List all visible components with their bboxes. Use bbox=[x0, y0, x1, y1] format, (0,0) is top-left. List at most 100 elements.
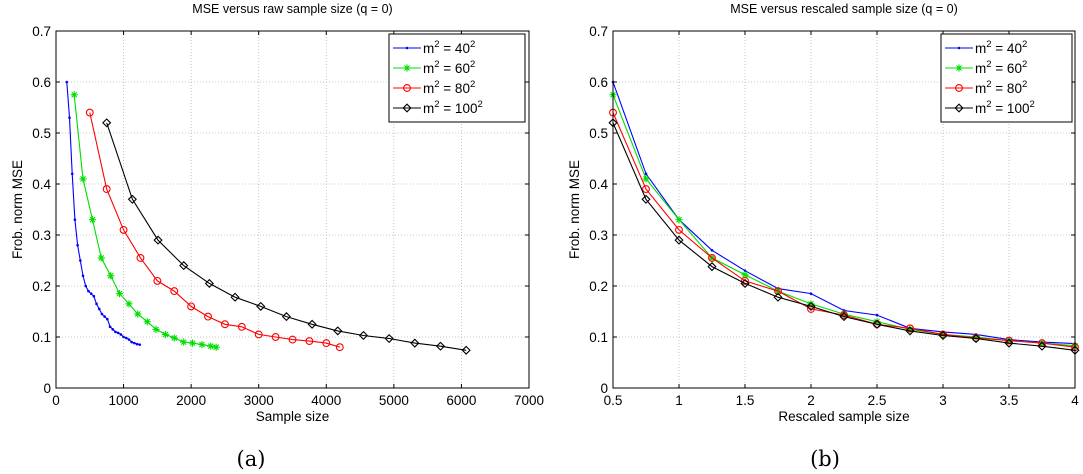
x-tick-label: 0 bbox=[52, 393, 60, 408]
data-point bbox=[122, 335, 125, 339]
data-point bbox=[198, 341, 206, 349]
series-line bbox=[66, 81, 140, 346]
x-tick-label: 2.5 bbox=[868, 393, 887, 408]
data-point bbox=[872, 319, 882, 329]
data-point bbox=[138, 343, 142, 346]
data-point bbox=[839, 312, 849, 322]
legend-marker bbox=[954, 103, 964, 113]
data-point bbox=[119, 333, 123, 336]
data-point bbox=[107, 272, 115, 280]
grid bbox=[613, 31, 1075, 388]
axes-box bbox=[55, 30, 530, 389]
data-point bbox=[641, 194, 651, 204]
legend-marker bbox=[403, 84, 411, 92]
x-tick-label: 2 bbox=[807, 393, 815, 408]
legend-box bbox=[388, 33, 526, 123]
figure-caption: (b) bbox=[810, 447, 840, 471]
data-point bbox=[76, 243, 79, 247]
legend-entry: m2 = 802 bbox=[393, 79, 475, 96]
x-axis-label: Rescaled sample size bbox=[778, 409, 909, 424]
data-point bbox=[644, 172, 648, 176]
data-point bbox=[79, 259, 82, 262]
data-point bbox=[335, 343, 344, 352]
data-point bbox=[179, 261, 189, 271]
data-point bbox=[68, 116, 71, 119]
x-tick-label: 4000 bbox=[311, 393, 341, 408]
data-point bbox=[143, 318, 151, 326]
data-point bbox=[708, 254, 716, 262]
data-point bbox=[230, 292, 240, 302]
data-point bbox=[108, 325, 112, 329]
legend-marker bbox=[955, 64, 963, 72]
data-point bbox=[106, 317, 109, 321]
data-point bbox=[152, 325, 160, 333]
chart-title: MSE versus raw sample size (q = 0) bbox=[192, 2, 392, 16]
data-point bbox=[707, 262, 717, 272]
legend-marker bbox=[955, 84, 963, 92]
y-tick-label: 0.2 bbox=[32, 279, 51, 294]
data-point bbox=[740, 278, 750, 289]
data-point bbox=[741, 276, 749, 285]
data-point bbox=[675, 225, 683, 234]
data-point bbox=[642, 175, 650, 183]
legend-label: m2 = 602 bbox=[423, 59, 475, 76]
series-2 bbox=[70, 91, 220, 351]
data-point bbox=[111, 328, 115, 331]
legend-entry: m2 = 1002 bbox=[945, 99, 1035, 116]
data-point bbox=[97, 254, 105, 262]
data-point bbox=[435, 341, 446, 351]
data-point bbox=[938, 330, 948, 341]
data-point bbox=[773, 292, 783, 302]
data-point bbox=[88, 216, 97, 224]
legend-marker bbox=[405, 46, 409, 50]
data-point bbox=[204, 278, 214, 289]
data-point bbox=[133, 341, 136, 345]
legend-label: m2 = 1002 bbox=[975, 99, 1035, 116]
data-point bbox=[119, 225, 128, 234]
x-tick-label: 7000 bbox=[514, 393, 544, 408]
chart-panel-a: 0 1000 2000 3000 4000 5000 6000 7000 0 0.1 0.2 0.3 0… bbox=[10, 2, 544, 471]
legend-label: m2 = 802 bbox=[423, 79, 475, 96]
data-point bbox=[170, 334, 178, 342]
figure-caption: (a) bbox=[237, 447, 266, 471]
y-tick-label: 0.4 bbox=[589, 177, 608, 192]
data-point bbox=[97, 307, 101, 311]
legend-entry: m2 = 602 bbox=[393, 59, 475, 76]
data-point bbox=[1005, 336, 1013, 345]
data-point bbox=[135, 342, 139, 346]
series-line bbox=[106, 122, 467, 351]
series-line bbox=[612, 112, 1076, 348]
y-tick-label: 0.2 bbox=[589, 279, 608, 294]
axes-box bbox=[612, 30, 1076, 389]
data-point bbox=[207, 342, 215, 350]
data-point bbox=[73, 218, 77, 221]
data-point bbox=[102, 118, 112, 128]
legend-label: m2 = 402 bbox=[975, 39, 1027, 56]
data-point bbox=[127, 338, 131, 341]
legend-label: m2 = 602 bbox=[975, 59, 1027, 76]
legend: m2 = 402 m2 = 602 m2 = 802 m2 = 1002 bbox=[388, 33, 526, 123]
chart-panel-b: 0.5 1 1.5 2 2.5 3 3.5 4 0 0.1 0.2 0.3 0.4 0.5 0.6 0.7 MS… bbox=[567, 2, 1080, 471]
data-point bbox=[100, 312, 104, 316]
data-point bbox=[333, 326, 343, 336]
y-tick-label: 0.3 bbox=[32, 228, 51, 243]
data-point bbox=[170, 287, 179, 296]
data-point bbox=[115, 290, 124, 298]
data-point bbox=[180, 338, 188, 346]
data-point bbox=[675, 216, 683, 224]
x-tick-label: 3 bbox=[939, 393, 947, 408]
legend-label: m2 = 1002 bbox=[423, 99, 483, 116]
data-point bbox=[358, 330, 369, 341]
legend-marker bbox=[402, 103, 412, 113]
series-line bbox=[89, 112, 340, 348]
x-tick-label: 3.5 bbox=[1000, 393, 1019, 408]
data-point bbox=[127, 194, 137, 204]
data-point bbox=[237, 322, 246, 331]
data-point bbox=[461, 345, 471, 355]
data-point bbox=[130, 340, 133, 344]
data-point bbox=[87, 289, 90, 293]
data-point bbox=[307, 319, 317, 329]
y-axis-label: Frob. norm MSE bbox=[10, 160, 25, 259]
y-tick-label: 0.1 bbox=[589, 330, 608, 345]
